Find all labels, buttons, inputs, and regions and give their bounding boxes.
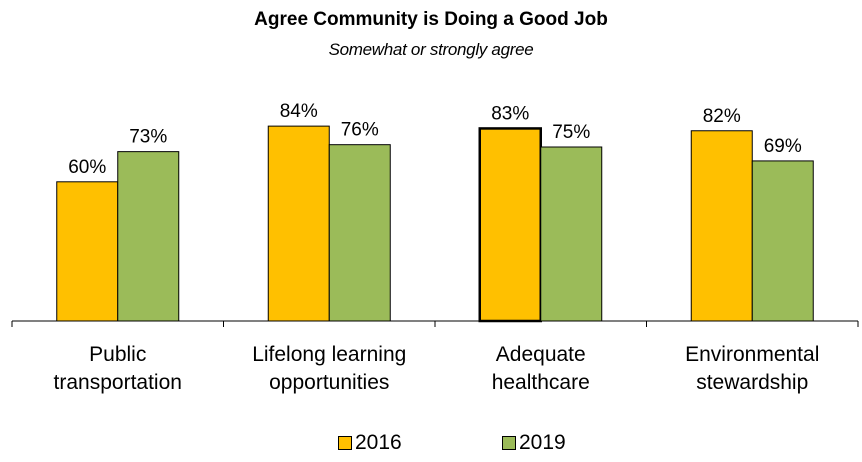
bar-2019-0 (117, 151, 180, 322)
legend-label-2019: 2019 (519, 431, 566, 454)
chart-subtitle: Somewhat or strongly agree (328, 40, 534, 59)
legend-swatch-2019 (502, 436, 516, 450)
category-label-2: Adequate healthcare (492, 343, 590, 394)
data-label-2019-3: 69% (764, 136, 802, 157)
data-label-2016-1: 84% (280, 101, 318, 122)
category-label-line: stewardship (696, 371, 808, 394)
data-label-2019-0: 73% (129, 127, 167, 148)
category-label-0: Public transportation (54, 343, 182, 394)
category-label-line: Adequate (496, 343, 586, 366)
category-label-line: Public (89, 343, 146, 366)
data-label-2016-0: 60% (68, 157, 106, 178)
category-label-line: Lifelong learning (252, 343, 406, 366)
category-label-line: healthcare (492, 371, 590, 394)
bar-2016-3 (690, 130, 753, 322)
bar-2019-1 (328, 144, 391, 322)
category-label-line: opportunities (269, 371, 389, 394)
chart-title: Agree Community is Doing a Good Job (254, 9, 608, 30)
data-label-2019-2: 75% (552, 122, 590, 143)
legend-item-2019: 2019 (502, 431, 566, 455)
bar-chart: 60% 73% Public transportation 84% 76% Lifelong… (11, 101, 859, 394)
data-label-2019-1: 76% (341, 120, 379, 141)
bar-2019-2 (540, 146, 603, 322)
legend: 2016 2019 (0, 431, 862, 459)
legend-swatch-2016 (338, 436, 352, 450)
data-label-2016-3: 82% (703, 106, 741, 127)
bar-2019-3 (751, 160, 814, 322)
bar-2016-0 (56, 181, 119, 322)
bar-2016-2 (478, 127, 542, 323)
category-label-1: Lifelong learning opportunities (252, 343, 406, 394)
data-label-2016-2: 83% (491, 103, 529, 124)
legend-label-2016: 2016 (355, 431, 402, 454)
legend-item-2016: 2016 (338, 431, 402, 455)
bar-2016-1 (267, 125, 330, 322)
category-label-line: transportation (54, 371, 182, 394)
category-label-3: Environmental stewardship (685, 343, 819, 394)
category-label-line: Environmental (685, 343, 819, 366)
